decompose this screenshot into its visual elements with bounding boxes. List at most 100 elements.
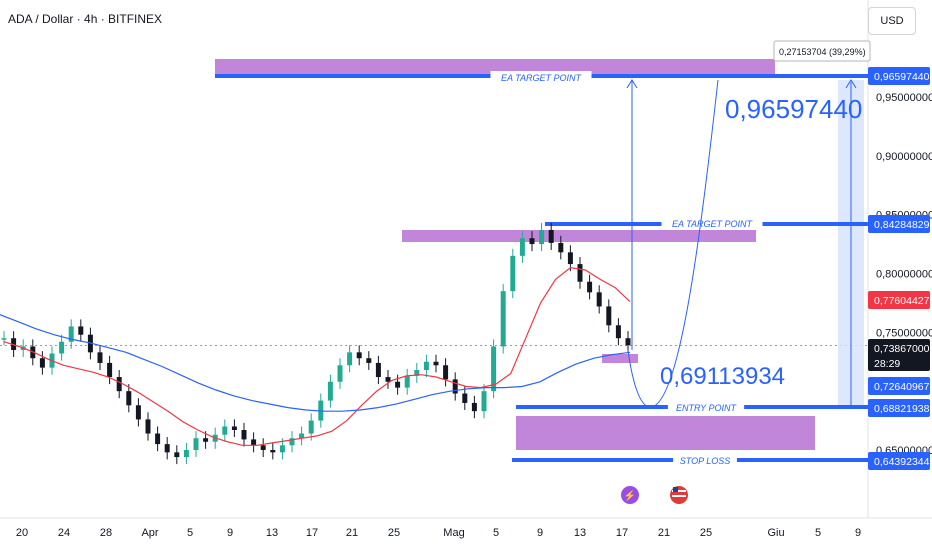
candle-body — [116, 377, 122, 392]
currency-button[interactable]: USD — [868, 7, 916, 35]
measure-label: 0,27153704 (39,29%) — [779, 47, 866, 57]
us-flag-canton — [673, 487, 678, 492]
candle-body — [155, 433, 161, 445]
x-tick-label: 5 — [187, 527, 193, 539]
price-tag-last-bg — [868, 339, 930, 371]
mid-target-zone — [402, 230, 756, 242]
candle-body — [395, 381, 401, 388]
us-flag-stripe — [672, 490, 686, 492]
candle-body — [587, 281, 593, 293]
x-tick-label: 25 — [388, 527, 400, 539]
ea-target-label-mid: EA TARGET POINT — [672, 219, 754, 229]
candle-body — [519, 238, 525, 256]
candle-body — [289, 438, 295, 446]
x-tick-label: 21 — [346, 527, 358, 539]
stop-loss-label: STOP LOSS — [680, 456, 731, 466]
ea-target-label-mid-bg — [661, 217, 763, 229]
entry-demand-zone — [516, 416, 815, 450]
x-tick-label: 24 — [58, 527, 70, 539]
projection-curve — [627, 79, 719, 408]
candle-body — [231, 426, 237, 430]
projection-arrow-head — [626, 79, 638, 89]
price-tag-entry: 0,68821938 — [874, 403, 930, 415]
x-tick-label: 17 — [306, 527, 318, 539]
candle-body — [596, 292, 602, 307]
lightning-icon-glyph: ⚡ — [624, 489, 636, 502]
y-tick-label: 0,90000000 — [876, 151, 932, 163]
candle-body — [260, 445, 266, 450]
ea-target-label-top: EA TARGET POINT — [501, 73, 583, 83]
price-tag-ma-red: 0,77604427 — [874, 295, 930, 307]
candle-body — [471, 402, 477, 412]
candle-body — [203, 438, 209, 442]
candle-body — [548, 229, 554, 243]
candle-body — [347, 352, 353, 366]
price-tag-stop-bg — [868, 452, 930, 470]
x-tick-label: 28 — [100, 527, 112, 539]
price-tag-stop: 0,64392344 — [874, 456, 930, 468]
candle-body — [462, 393, 468, 403]
candle-body — [356, 352, 362, 359]
candle-body — [68, 326, 74, 342]
price-tag-ma-blue-bg — [868, 377, 930, 395]
candle-body — [183, 450, 189, 458]
x-tick-label: 20 — [16, 527, 28, 539]
candle-body — [11, 338, 17, 350]
candle-body — [433, 361, 439, 366]
candle-body — [327, 381, 333, 401]
target-price-text: 0,96597440 — [725, 94, 862, 124]
price-tag-last: 0,73867000 — [874, 343, 930, 355]
x-tick-label: 5 — [493, 527, 499, 539]
entry-point-label: ENTRY POINT — [676, 403, 738, 413]
candle-body — [443, 365, 449, 380]
candle-body — [164, 444, 170, 453]
x-tick-label: Apr — [141, 527, 158, 539]
candle-body — [59, 341, 65, 354]
y-tick-label: 0,75000000 — [876, 327, 932, 339]
candle-body — [222, 426, 228, 435]
candle-body — [78, 326, 84, 335]
candle-body — [414, 369, 420, 376]
measure-arrow-head — [845, 79, 857, 89]
candle-body — [491, 346, 497, 392]
candle-body — [279, 445, 285, 453]
price-tag-ma-red-bg — [868, 291, 930, 309]
lightning-icon — [621, 486, 639, 504]
price-tag-mid-target: 0,84284829 — [874, 219, 930, 231]
candle-body — [375, 362, 381, 378]
entry-point-label-bg — [667, 401, 745, 413]
candle-body — [423, 361, 429, 370]
candle-body — [404, 375, 410, 388]
x-tick-label: Mag — [443, 527, 464, 539]
x-tick-label: 13 — [574, 527, 586, 539]
candle-body — [145, 419, 151, 434]
candle-body — [97, 352, 103, 363]
candle-body — [251, 439, 257, 446]
candle-body — [241, 429, 247, 440]
price-tag-mid-target-bg — [868, 215, 930, 233]
candle-body — [625, 338, 631, 346]
x-tick-label: 21 — [658, 527, 670, 539]
candle-body — [385, 377, 391, 382]
stop-loss-label-bg — [673, 454, 737, 466]
candle-body — [299, 433, 305, 439]
candle-body — [126, 391, 132, 406]
x-tick-label: 13 — [266, 527, 278, 539]
candle-body — [1, 338, 7, 340]
candle-body — [500, 291, 506, 347]
x-tick-label: 9 — [537, 527, 543, 539]
price-tag-entry-bg — [868, 399, 930, 417]
price-tag-last-extra: 28:29 — [874, 358, 900, 370]
top-target-zone — [215, 59, 775, 74]
y-tick-label: 0,80000000 — [876, 269, 932, 281]
candle-body — [366, 358, 372, 363]
x-tick-label: 9 — [855, 527, 861, 539]
candle-body — [135, 405, 141, 420]
y-tick-label: 0,95000000 — [876, 92, 932, 104]
small-zone — [602, 354, 638, 363]
ma-blue-line — [0, 314, 631, 412]
candle-body — [567, 252, 573, 265]
x-tick-label: 17 — [616, 527, 628, 539]
